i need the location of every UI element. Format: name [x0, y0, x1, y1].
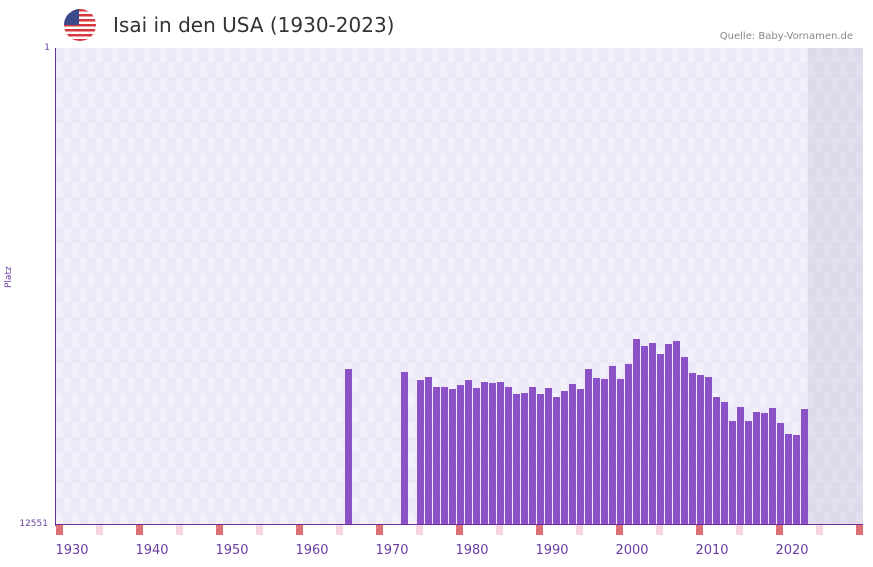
- bar-2010[interactable]: [712, 397, 720, 525]
- page-title: Isai in den USA (1930-2023): [113, 13, 395, 37]
- x-tick-1930: 1930: [55, 543, 89, 558]
- bar-2006[interactable]: [680, 357, 688, 525]
- bar-1985[interactable]: [512, 394, 520, 525]
- year-marker: [616, 525, 623, 535]
- bar-1994[interactable]: [584, 369, 592, 525]
- year-marker: [536, 525, 543, 535]
- bar-1989[interactable]: [544, 388, 552, 525]
- bar-2007[interactable]: [688, 373, 696, 525]
- bar-1998[interactable]: [616, 379, 624, 525]
- bar-1976[interactable]: [440, 387, 448, 525]
- bar-2002[interactable]: [648, 343, 656, 525]
- bar-1975[interactable]: [432, 387, 440, 525]
- bar-2003[interactable]: [656, 354, 664, 525]
- bar-2012[interactable]: [728, 421, 736, 525]
- bar-2018[interactable]: [776, 423, 784, 525]
- bar-1982[interactable]: [488, 383, 496, 525]
- year-marker: [456, 525, 463, 535]
- x-tick-1950: 1950: [215, 543, 249, 558]
- bar-2016[interactable]: [760, 413, 768, 525]
- bar-1978[interactable]: [456, 385, 464, 525]
- bar-1991[interactable]: [560, 391, 568, 525]
- year-marker: [216, 525, 223, 535]
- bar-2020[interactable]: [792, 435, 800, 525]
- bar-1997[interactable]: [608, 366, 616, 525]
- year-marker: [336, 525, 343, 535]
- year-marker: [656, 525, 663, 535]
- bar-1977[interactable]: [448, 389, 456, 525]
- bar-2001[interactable]: [640, 346, 648, 525]
- year-marker: [856, 525, 863, 535]
- bar-2011[interactable]: [720, 402, 728, 525]
- bar-1964[interactable]: [344, 369, 352, 525]
- bar-2019[interactable]: [784, 434, 792, 525]
- x-tick-1980: 1980: [455, 543, 489, 558]
- bar-2009[interactable]: [704, 377, 712, 525]
- bar-1995[interactable]: [592, 378, 600, 525]
- year-marker: [56, 525, 63, 535]
- x-tick-2000: 2000: [615, 543, 649, 558]
- bar-2004[interactable]: [664, 344, 672, 525]
- bar-2017[interactable]: [768, 408, 776, 525]
- year-marker: [136, 525, 143, 535]
- year-marker: [256, 525, 263, 535]
- bar-1999[interactable]: [624, 364, 632, 525]
- y-tick-bottom: 12551: [19, 519, 48, 529]
- year-marker: [296, 525, 303, 535]
- usa-flag-icon: [64, 9, 96, 41]
- chart-plot-area: [56, 48, 863, 525]
- source-credit: Quelle: Baby-Vornamen.de: [719, 31, 853, 42]
- bar-2000[interactable]: [632, 339, 640, 525]
- year-marker: [696, 525, 703, 535]
- bar-1980[interactable]: [472, 388, 480, 525]
- y-axis-label: Platz: [4, 266, 14, 288]
- bar-1974[interactable]: [424, 377, 432, 525]
- bar-2008[interactable]: [696, 375, 704, 525]
- bar-1973[interactable]: [416, 380, 424, 525]
- bar-1990[interactable]: [552, 397, 560, 525]
- bar-1986[interactable]: [520, 393, 528, 525]
- bar-2013[interactable]: [736, 407, 744, 525]
- bar-2005[interactable]: [672, 341, 680, 525]
- x-tick-2010: 2010: [695, 543, 729, 558]
- year-marker: [176, 525, 183, 535]
- y-axis-line: [55, 48, 56, 526]
- x-tick-1990: 1990: [535, 543, 569, 558]
- x-axis-line: [55, 524, 863, 525]
- bar-1988[interactable]: [536, 394, 544, 525]
- bar-1983[interactable]: [496, 382, 504, 525]
- bar-1979[interactable]: [464, 380, 472, 525]
- bar-2021[interactable]: [800, 409, 808, 525]
- year-marker: [376, 525, 383, 535]
- bar-1996[interactable]: [600, 379, 608, 525]
- future-shaded-region: [808, 48, 863, 525]
- y-tick-top: 1: [44, 43, 50, 53]
- bar-1981[interactable]: [480, 382, 488, 525]
- x-tick-1940: 1940: [135, 543, 169, 558]
- year-marker: [736, 525, 743, 535]
- bar-2014[interactable]: [744, 421, 752, 525]
- bar-1971[interactable]: [400, 372, 408, 525]
- year-marker: [816, 525, 823, 535]
- bar-1984[interactable]: [504, 387, 512, 525]
- x-tick-1970: 1970: [375, 543, 409, 558]
- year-marker: [576, 525, 583, 535]
- bar-2015[interactable]: [752, 412, 760, 525]
- year-marker: [496, 525, 503, 535]
- year-marker: [776, 525, 783, 535]
- bar-1992[interactable]: [568, 384, 576, 525]
- x-tick-1960: 1960: [295, 543, 329, 558]
- year-marker: [96, 525, 103, 535]
- x-tick-2020: 2020: [775, 543, 809, 558]
- bar-1993[interactable]: [576, 389, 584, 525]
- year-marker: [416, 525, 423, 535]
- bar-1987[interactable]: [528, 387, 536, 525]
